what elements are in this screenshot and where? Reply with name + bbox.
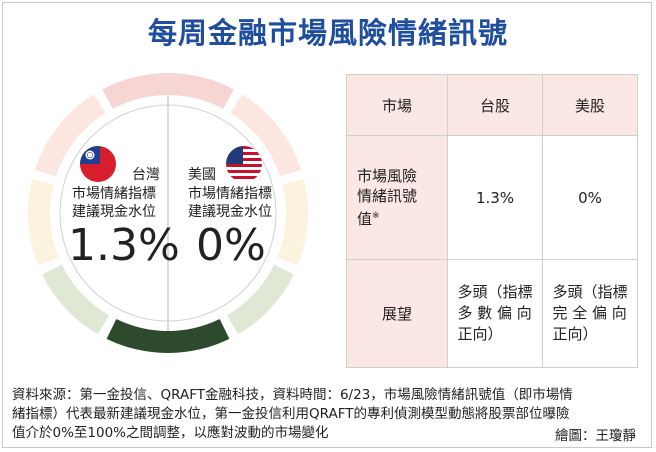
taiwan-country-label: 台灣 bbox=[132, 167, 160, 183]
us-outlook-line-2: 完 全 偏 向 bbox=[552, 304, 627, 322]
taiwan-cash-level-value: 1.3% bbox=[68, 220, 180, 271]
gauge-segment bbox=[28, 179, 59, 266]
tw-outlook-line-1: 多頭（指標 bbox=[457, 283, 533, 301]
source-note-line-1: 資料來源：第一金投信、QRAFT金融科技，資料時間：6/23，市場風險情緒訊號值… bbox=[12, 387, 573, 403]
gauge-segment bbox=[106, 319, 230, 354]
us-outlook-line-3: 正向） bbox=[552, 325, 598, 343]
gauge-segment bbox=[34, 94, 106, 177]
source-note: 資料來源：第一金投信、QRAFT金融科技，資料時間：6/23，市場風險情緒訊號值… bbox=[12, 386, 636, 443]
tw-outlook-line-2: 多 數 偏 向 bbox=[457, 304, 532, 322]
header-us: 美股 bbox=[542, 74, 638, 136]
usa-country-label: 美國 bbox=[188, 167, 216, 183]
tw-outlook-value: 多頭（指標 多 數 偏 向 正向） bbox=[447, 259, 543, 368]
gauge-segment bbox=[42, 264, 109, 335]
sentiment-table: 市場 台股 美股 市場風險 情緒訊號 值※ 1.3% 0% 展望 多頭（指標 多… bbox=[346, 74, 638, 368]
us-signal-value: 0% bbox=[542, 135, 638, 260]
header-tw: 台股 bbox=[447, 74, 543, 136]
graphic-credit: 繪圖：王瓊靜 bbox=[555, 428, 636, 444]
row-signal-label: 市場風險 情緒訊號 值※ bbox=[346, 135, 448, 260]
taiwan-indicator-label-2: 建議現金水位 bbox=[72, 204, 156, 220]
sentiment-gauge bbox=[28, 73, 309, 354]
tw-signal-value: 1.3% bbox=[447, 135, 543, 260]
table-header-row: 市場 台股 美股 bbox=[346, 74, 638, 136]
footnote-mark: ※ bbox=[372, 211, 380, 221]
table-row: 市場風險 情緒訊號 值※ 1.3% 0% bbox=[346, 135, 638, 260]
usa-flag-icon bbox=[226, 146, 262, 182]
source-note-line-3: 值介於0%至100%之間調整，以應對波動的市場變化 bbox=[12, 425, 329, 441]
taiwan-flag-icon bbox=[80, 146, 116, 182]
us-outlook-value: 多頭（指標 完 全 偏 向 正向） bbox=[542, 259, 638, 368]
taiwan-indicator-label-1: 市場情緒指標 bbox=[72, 186, 156, 202]
us-outlook-line-1: 多頭（指標 bbox=[552, 283, 628, 301]
row-signal-label-3: 值 bbox=[357, 210, 373, 228]
usa-indicator-label-1: 市場情緒指標 bbox=[188, 186, 272, 202]
tw-outlook-line-3: 正向） bbox=[457, 325, 503, 343]
usa-cash-level-value: 0% bbox=[196, 220, 266, 271]
row-outlook-label: 展望 bbox=[346, 259, 448, 368]
row-signal-label-2: 情緒訊號 bbox=[357, 187, 418, 205]
chart-title: 每周金融市場風險情緒訊號 bbox=[147, 16, 508, 50]
row-signal-label-1: 市場風險 bbox=[357, 167, 418, 185]
figure-frame bbox=[2, 2, 652, 448]
gauge-segment bbox=[230, 94, 302, 177]
gauge-segment bbox=[102, 73, 234, 109]
source-note-line-2: 緒指標）代表最新建議現金水位，第一金投信利用QRAFT的專利偵測模型動態將股票部… bbox=[12, 406, 570, 422]
gauge-segment bbox=[277, 179, 309, 266]
table-row: 展望 多頭（指標 多 數 偏 向 正向） 多頭（指標 完 全 偏 向 正向） bbox=[346, 259, 638, 368]
usa-indicator-label-2: 建議現金水位 bbox=[188, 204, 272, 220]
gauge-segment bbox=[227, 264, 294, 335]
header-market: 市場 bbox=[346, 74, 448, 136]
